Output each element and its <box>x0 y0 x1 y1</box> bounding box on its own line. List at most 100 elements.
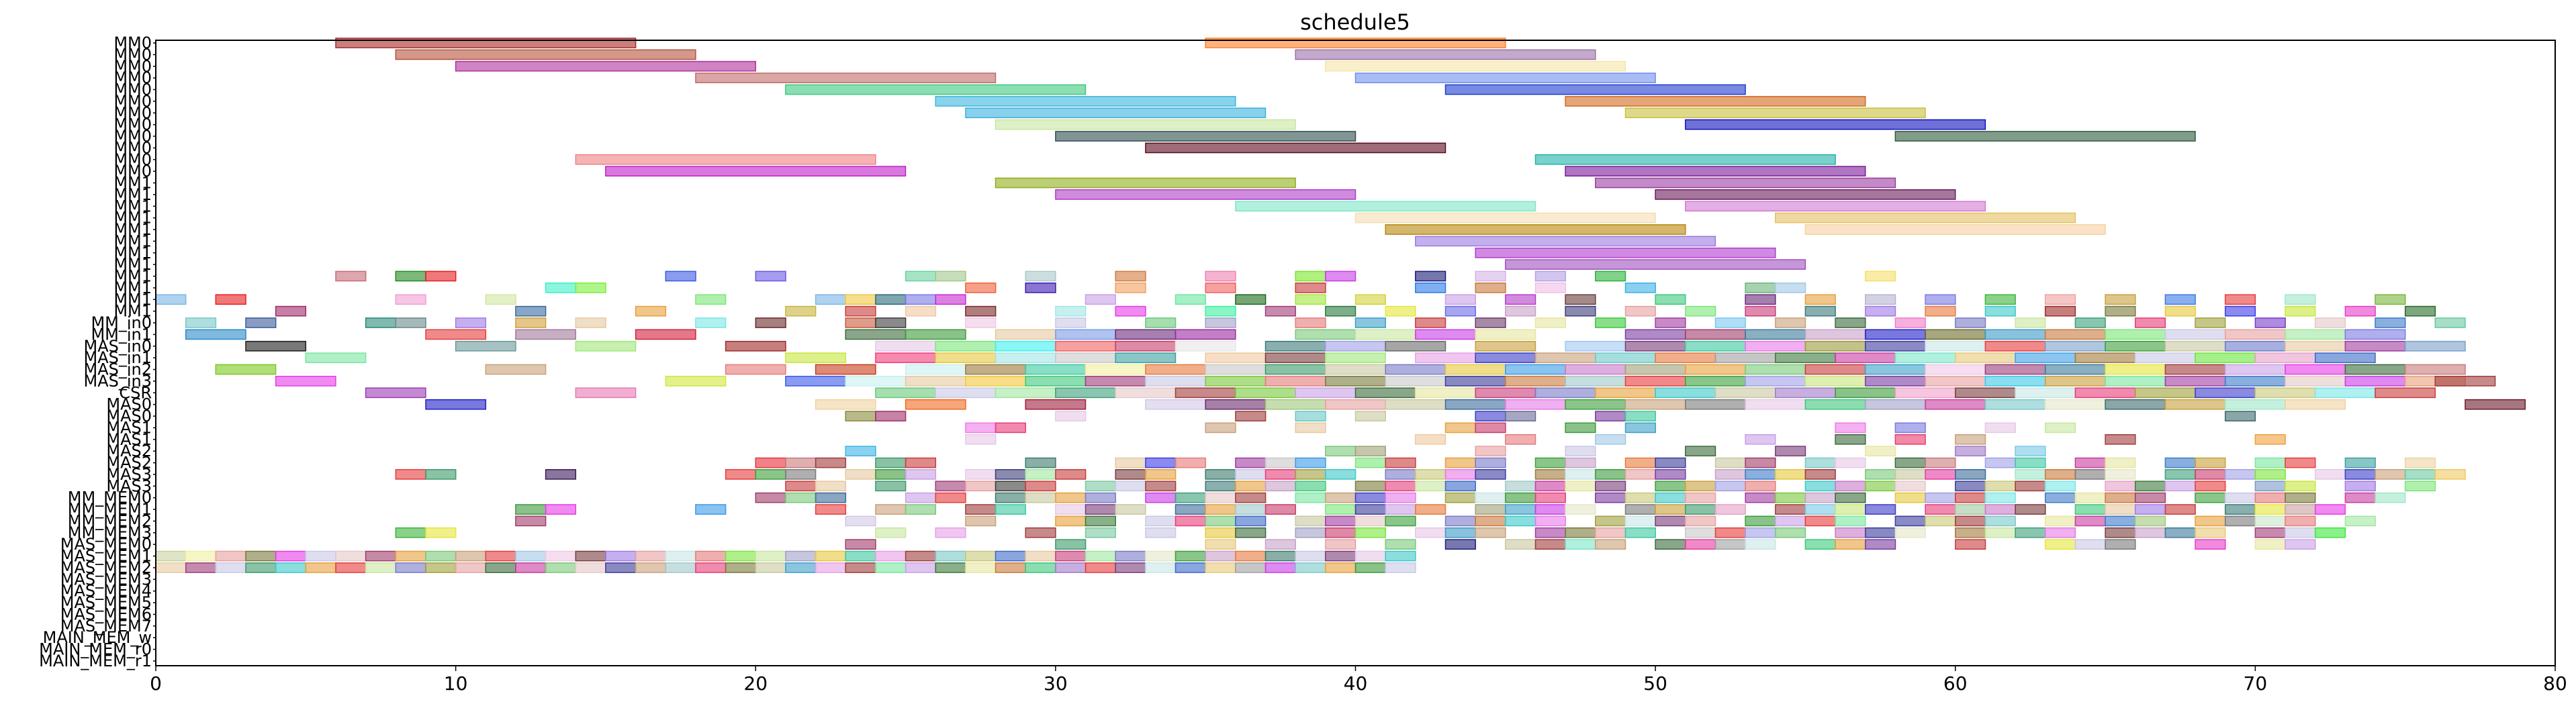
gantt-bar <box>1354 294 1386 305</box>
gantt-bar <box>2074 504 2106 515</box>
gantt-bar <box>1865 399 1926 410</box>
gantt-bar <box>1565 96 1866 107</box>
gantt-bar <box>2105 539 2136 550</box>
gantt-bar <box>1775 212 2076 223</box>
gantt-bar <box>1565 422 1596 434</box>
gantt-bar <box>1145 317 1177 328</box>
gantt-bar <box>1685 504 1716 515</box>
gantt-bar <box>1264 376 1326 387</box>
gantt-bar <box>2254 515 2286 527</box>
y-tick-label: MM0 <box>113 115 152 134</box>
gantt-bar <box>1595 480 1626 492</box>
gantt-bar <box>845 562 876 573</box>
gantt-bar <box>2344 329 2406 340</box>
gantt-bar <box>1865 480 1896 492</box>
gantt-bar <box>2074 317 2106 328</box>
gantt-bar <box>2314 469 2346 480</box>
y-tick-label: MAS2 <box>106 442 152 460</box>
gantt-bar <box>2224 340 2286 352</box>
gantt-bar <box>2375 317 2406 328</box>
gantt-bar <box>1745 539 1776 550</box>
gantt-bar <box>1925 376 1986 387</box>
gantt-bar <box>395 270 426 282</box>
gantt-bar <box>1085 550 1116 562</box>
gantt-bar <box>1025 283 1056 293</box>
y-tick-label: MAS1 <box>106 419 152 438</box>
y-tick-label: MAS_in3 <box>83 372 152 391</box>
gantt-bar <box>1415 469 1446 480</box>
y-tick-label: MM_MEM1 <box>68 500 152 519</box>
gantt-bar <box>1295 457 1326 468</box>
gantt-bar <box>1835 480 1866 492</box>
gantt-bar <box>1055 131 1356 142</box>
gantt-bar <box>725 364 786 375</box>
gantt-bar <box>815 364 876 375</box>
gantt-bar <box>2134 352 2196 364</box>
gantt-bar <box>1325 305 1356 317</box>
gantt-bar <box>1385 376 1446 387</box>
gantt-bar <box>2134 387 2196 399</box>
gantt-bar <box>695 72 997 83</box>
gantt-bar <box>2195 492 2226 503</box>
gantt-bar <box>1025 562 1056 573</box>
gantt-bar <box>2164 527 2196 538</box>
gantt-bar <box>1534 492 1566 503</box>
gantt-bar <box>1055 515 1087 527</box>
gantt-bar <box>425 270 457 282</box>
gantt-bar <box>1175 457 1206 468</box>
gantt-bar <box>215 294 246 305</box>
gantt-bar <box>1475 340 1536 352</box>
gantt-bar <box>1264 480 1296 492</box>
gantt-bar <box>1624 515 1656 527</box>
gantt-bar <box>905 504 937 515</box>
gantt-bar <box>1145 550 1177 562</box>
gantt-bar <box>1984 329 2046 340</box>
gantt-bar <box>1595 270 1626 282</box>
gantt-bar <box>1595 387 1656 399</box>
gantt-bar <box>2314 387 2376 399</box>
y-tick-label: MM0 <box>113 45 152 64</box>
gantt-bar <box>515 562 547 573</box>
gantt-bar <box>365 550 397 562</box>
gantt-bar <box>755 270 786 282</box>
gantt-bar <box>1175 492 1206 503</box>
gantt-bar <box>995 492 1026 503</box>
gantt-bar <box>755 562 786 573</box>
gantt-bar <box>1955 492 1986 503</box>
gantt-bar <box>2285 492 2316 503</box>
gantt-bar <box>2164 480 2196 492</box>
gantt-bar <box>1984 340 2046 352</box>
gantt-bar <box>1804 340 1866 352</box>
gantt-bar <box>1565 527 1596 538</box>
gantt-bar <box>1415 387 1476 399</box>
gantt-bar <box>275 562 307 573</box>
gantt-bar <box>1565 539 1596 550</box>
gantt-bar <box>2314 527 2346 538</box>
gantt-bar <box>1655 457 1686 468</box>
gantt-bar <box>1205 376 1267 387</box>
gantt-bar <box>1295 562 1326 573</box>
gantt-bar <box>215 562 246 573</box>
gantt-bar <box>785 84 1087 95</box>
gantt-bar <box>575 154 876 165</box>
gantt-bar <box>2434 317 2466 328</box>
gantt-bar <box>2314 317 2346 328</box>
gantt-bar <box>1475 270 1506 282</box>
gantt-bar <box>905 469 937 480</box>
gantt-bar <box>1444 515 1476 527</box>
gantt-bar <box>905 457 937 468</box>
gantt-bar <box>1055 317 1087 328</box>
gantt-bar <box>965 434 997 445</box>
gantt-bar <box>2195 527 2226 538</box>
gantt-bar <box>1025 527 1056 538</box>
y-tick-label: MAS1 <box>106 430 152 449</box>
gantt-bar <box>2074 539 2106 550</box>
gantt-bar <box>1205 539 1236 550</box>
gantt-bar <box>1565 446 1596 457</box>
gantt-bar <box>1865 539 1896 550</box>
gantt-bar <box>365 562 397 573</box>
gantt-bar <box>485 550 516 562</box>
gantt-bar <box>545 562 577 573</box>
gantt-bar <box>1955 480 1986 492</box>
gantt-bar <box>575 550 606 562</box>
